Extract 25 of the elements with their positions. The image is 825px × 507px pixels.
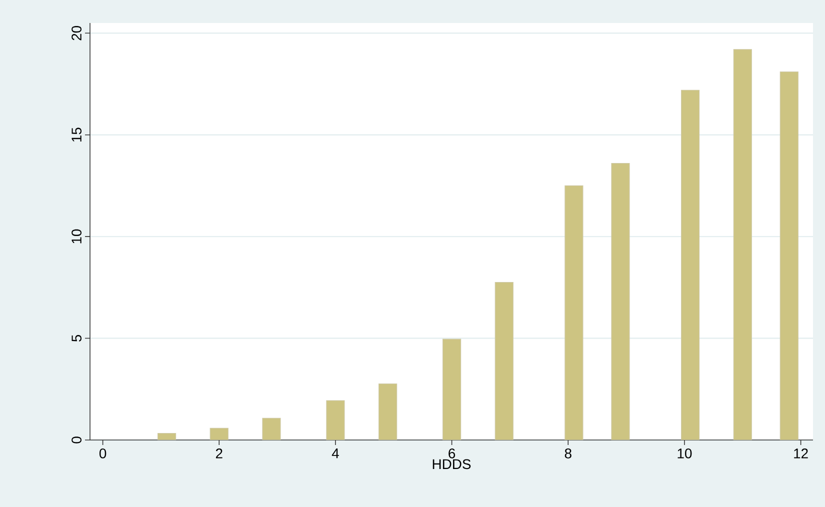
bar	[780, 72, 798, 440]
x-tick-label: 8	[564, 448, 572, 458]
bar	[326, 400, 345, 440]
y-tick-label: 10	[72, 229, 82, 244]
x-tick-label: 12	[794, 448, 808, 458]
x-axis-title: HDDS	[432, 459, 471, 470]
bar	[680, 90, 700, 440]
y-tick-label: 5	[72, 334, 82, 342]
bar	[262, 418, 281, 440]
bar	[611, 163, 630, 440]
x-tick-label: 4	[332, 448, 339, 458]
bar	[442, 338, 462, 440]
x-tick-label: 10	[678, 448, 692, 458]
x-tick-label: 6	[448, 448, 456, 458]
x-tick-label: 0	[99, 448, 106, 458]
bar	[210, 428, 228, 440]
bar	[733, 49, 752, 440]
y-tick-label: 0	[72, 436, 82, 444]
bar	[494, 282, 514, 440]
bar	[378, 384, 398, 440]
y-tick-label: 15	[72, 128, 82, 142]
bar	[157, 432, 176, 440]
y-tick-label: 20	[72, 26, 82, 40]
x-tick-label: 2	[216, 448, 222, 458]
bar	[564, 185, 584, 440]
